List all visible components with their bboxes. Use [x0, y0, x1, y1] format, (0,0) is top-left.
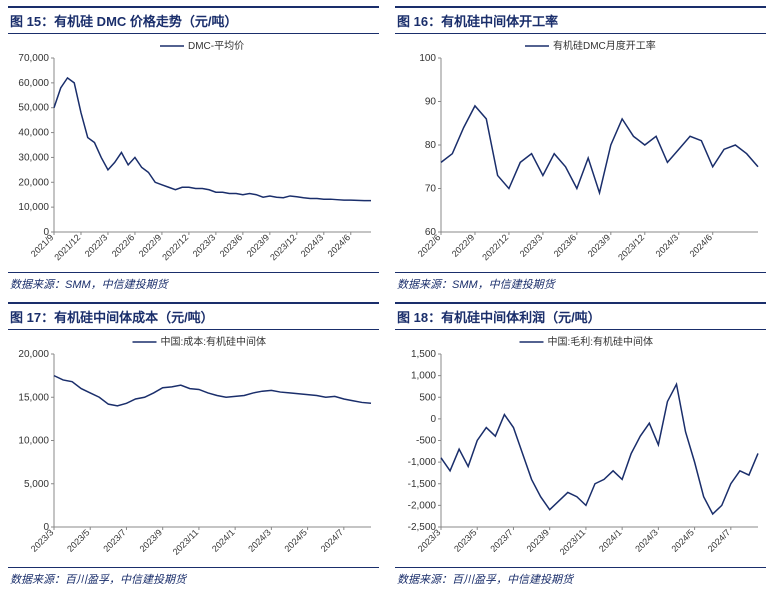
svg-text:2023/3: 2023/3 [191, 232, 218, 259]
svg-text:70,000: 70,000 [18, 53, 49, 64]
svg-text:中国:成本:有机硅中间体: 中国:成本:有机硅中间体 [161, 335, 267, 348]
svg-text:2024/5: 2024/5 [669, 527, 696, 554]
svg-text:有机硅DMC月度开工率: 有机硅DMC月度开工率 [553, 39, 656, 52]
svg-text:15,000: 15,000 [18, 392, 49, 403]
svg-text:2022/3: 2022/3 [83, 232, 110, 259]
svg-text:20,000: 20,000 [18, 349, 49, 360]
svg-text:2023/6: 2023/6 [552, 232, 579, 259]
chart-grid: 图 15：有机硅 DMC 价格走势（元/吨） 0 10,000 20,000 30,0… [0, 0, 774, 591]
svg-text:1,000: 1,000 [411, 371, 436, 382]
svg-text:2023/9: 2023/9 [525, 527, 552, 554]
svg-text:90: 90 [425, 97, 437, 108]
chart-source: 数据来源：SMM，中信建投期货 [395, 272, 766, 292]
svg-text:2022/12: 2022/12 [480, 232, 510, 262]
chart-title: 图 16：有机硅中间体开工率 [395, 6, 766, 34]
svg-text:2022/12: 2022/12 [160, 232, 190, 262]
svg-text:-2,000: -2,000 [408, 500, 437, 511]
svg-text:2024/7: 2024/7 [706, 527, 733, 554]
svg-text:2022/9: 2022/9 [450, 232, 477, 259]
svg-text:2023/11: 2023/11 [558, 527, 588, 557]
chart-cell-17: 图 17：有机硅中间体成本（元/吨） 05,00010,00015,00020,… [0, 296, 387, 591]
svg-text:2023/3: 2023/3 [29, 527, 56, 554]
svg-text:10,000: 10,000 [18, 436, 49, 447]
chart-title: 图 15：有机硅 DMC 价格走势（元/吨） [8, 6, 379, 34]
svg-text:2024/3: 2024/3 [633, 527, 660, 554]
chart-source: 数据来源：百川盈孚，中信建投期货 [8, 567, 379, 587]
svg-text:2024/3: 2024/3 [654, 232, 681, 259]
svg-text:2023/11: 2023/11 [171, 527, 201, 557]
svg-text:10,000: 10,000 [18, 202, 49, 213]
svg-text:2023/6: 2023/6 [218, 232, 245, 259]
svg-text:2023/9: 2023/9 [586, 232, 613, 259]
svg-text:DMC-平均价: DMC-平均价 [188, 40, 244, 52]
svg-text:70: 70 [425, 184, 437, 195]
chart-plot-18: -2,500-2,000-1,500-1,000-50005001,0001,5… [395, 330, 766, 567]
svg-text:2023/12: 2023/12 [268, 232, 298, 262]
chart-source: 数据来源：SMM，中信建投期货 [8, 272, 379, 292]
svg-text:2021/12: 2021/12 [52, 232, 82, 262]
svg-text:2024/5: 2024/5 [282, 527, 309, 554]
svg-text:2023/12: 2023/12 [616, 232, 646, 262]
chart-title: 图 18：有机硅中间体利润（元/吨） [395, 302, 766, 330]
chart-plot-16: 607080901002022/62022/92022/122023/32023… [395, 34, 766, 272]
svg-text:2023/7: 2023/7 [101, 527, 128, 554]
chart-plot-17: 05,00010,00015,00020,0002023/32023/52023… [8, 330, 379, 567]
svg-text:40,000: 40,000 [18, 128, 49, 139]
svg-text:2024/6: 2024/6 [326, 232, 353, 259]
svg-text:2024/1: 2024/1 [210, 527, 237, 554]
chart-title: 图 17：有机硅中间体成本（元/吨） [8, 302, 379, 330]
chart-cell-16: 图 16：有机硅中间体开工率 607080901002022/62022/920… [387, 0, 774, 296]
chart-cell-18: 图 18：有机硅中间体利润（元/吨） -2,500-2,000-1,500-1,… [387, 296, 774, 591]
svg-text:30,000: 30,000 [18, 152, 49, 163]
svg-text:0: 0 [430, 414, 436, 425]
svg-text:-500: -500 [416, 436, 436, 447]
svg-text:中国:毛利:有机硅中间体: 中国:毛利:有机硅中间体 [548, 335, 654, 348]
svg-text:2024/6: 2024/6 [688, 232, 715, 259]
svg-text:2023/5: 2023/5 [452, 527, 479, 554]
svg-text:2023/5: 2023/5 [65, 527, 92, 554]
svg-text:2024/3: 2024/3 [299, 232, 326, 259]
svg-text:100: 100 [419, 53, 436, 64]
svg-text:50,000: 50,000 [18, 103, 49, 114]
chart-plot-15: 010,00020,00030,00040,00050,00060,00070,… [8, 34, 379, 272]
svg-text:500: 500 [419, 392, 436, 403]
svg-text:20,000: 20,000 [18, 177, 49, 188]
svg-text:5,000: 5,000 [24, 479, 49, 490]
svg-text:2024/1: 2024/1 [597, 527, 624, 554]
svg-text:2024/7: 2024/7 [319, 527, 346, 554]
svg-text:80: 80 [425, 140, 437, 151]
svg-text:60,000: 60,000 [18, 78, 49, 89]
svg-text:-1,500: -1,500 [408, 479, 437, 490]
chart-cell-15: 图 15：有机硅 DMC 价格走势（元/吨） 010,00020,00030,0… [0, 0, 387, 296]
svg-text:-1,000: -1,000 [408, 457, 437, 468]
svg-text:2024/3: 2024/3 [246, 527, 273, 554]
svg-text:1,500: 1,500 [411, 349, 436, 360]
svg-text:2022/6: 2022/6 [110, 232, 137, 259]
svg-text:2023/7: 2023/7 [488, 527, 515, 554]
svg-text:2023/9: 2023/9 [138, 527, 165, 554]
chart-source: 数据来源：百川盈孚，中信建投期货 [395, 567, 766, 587]
svg-text:2023/3: 2023/3 [518, 232, 545, 259]
